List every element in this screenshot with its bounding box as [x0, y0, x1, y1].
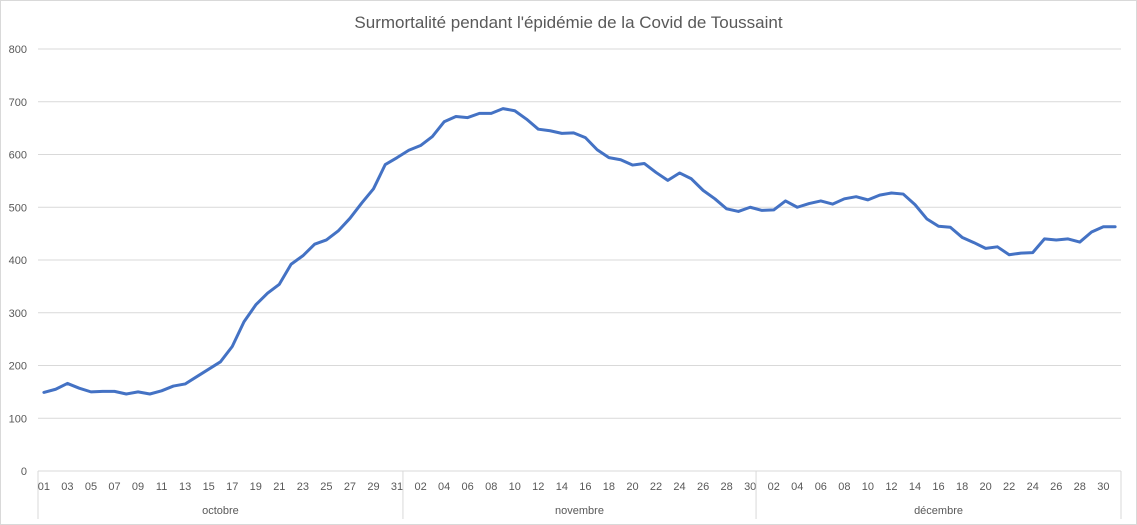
x-tick-label: 31	[391, 481, 403, 493]
gridlines	[38, 48, 1121, 419]
x-tick-label: 08	[485, 481, 497, 493]
x-tick-label: 28	[721, 481, 733, 493]
series-line	[42, 107, 1117, 396]
x-tick-label: 07	[108, 481, 120, 493]
x-tick-label: 06	[815, 481, 827, 493]
x-tick-label: 21	[273, 481, 285, 493]
x-tick-label: 02	[414, 481, 426, 493]
x-tick-label: 10	[509, 481, 521, 493]
y-axis-tick-labels: 0 100 200 300 400 500 600 700 800	[9, 44, 27, 478]
y-tick-label: 800	[9, 44, 27, 56]
x-tick-label: 04	[791, 481, 803, 493]
x-tick-label: 19	[250, 481, 262, 493]
month-label: octobre	[202, 505, 239, 517]
x-tick-label: 23	[297, 481, 309, 493]
x-tick-label: 17	[226, 481, 238, 493]
series-layer	[42, 107, 1117, 396]
chart-title: Surmortalité pendant l'épidémie de la Co…	[354, 13, 783, 32]
y-tick-label: 0	[21, 466, 27, 478]
x-tick-label: 06	[462, 481, 474, 493]
x-tick-label: 20	[626, 481, 638, 493]
x-tick-label: 14	[909, 481, 921, 493]
x-tick-label: 29	[367, 481, 379, 493]
x-tick-label: 18	[603, 481, 615, 493]
x-tick-label: 28	[1074, 481, 1086, 493]
x-tick-label: 04	[438, 481, 450, 493]
x-tick-label: 25	[320, 481, 332, 493]
x-tick-label: 18	[956, 481, 968, 493]
x-tick-label: 12	[532, 481, 544, 493]
x-tick-label: 15	[203, 481, 215, 493]
x-tick-label: 16	[579, 481, 591, 493]
x-tick-label: 03	[61, 481, 73, 493]
x-tick-label: 27	[344, 481, 356, 493]
x-tick-label: 13	[179, 481, 191, 493]
y-tick-label: 100	[9, 413, 27, 425]
x-tick-label: 30	[744, 481, 756, 493]
y-tick-label: 500	[9, 202, 27, 214]
month-label: novembre	[555, 505, 604, 517]
y-tick-label: 300	[9, 308, 27, 320]
y-tick-label: 600	[9, 150, 27, 162]
x-tick-label: 14	[556, 481, 568, 493]
x-tick-label: 22	[1003, 481, 1015, 493]
x-tick-label: 30	[1097, 481, 1109, 493]
x-tick-label: 24	[1027, 481, 1039, 493]
y-tick-label: 700	[9, 97, 27, 109]
x-tick-label: 10	[862, 481, 874, 493]
x-tick-label: 01	[38, 481, 50, 493]
x-axis: 01 03 05 07 09 11 13 15 17 19 21 23 25 27 29 31 octobre 0…	[37, 470, 1122, 519]
x-tick-label: 12	[885, 481, 897, 493]
x-tick-label: 08	[838, 481, 850, 493]
x-tick-label: 26	[697, 481, 709, 493]
month-label: décembre	[914, 505, 963, 517]
x-tick-label: 26	[1050, 481, 1062, 493]
x-tick-label: 02	[768, 481, 780, 493]
y-tick-label: 200	[9, 361, 27, 373]
x-tick-label: 20	[980, 481, 992, 493]
x-tick-label: 24	[673, 481, 685, 493]
x-tick-label: 11	[156, 481, 167, 493]
x-tick-label: 22	[650, 481, 662, 493]
x-tick-label: 16	[932, 481, 944, 493]
y-tick-label: 400	[9, 255, 27, 267]
x-tick-label: 09	[132, 481, 144, 493]
x-tick-label: 05	[85, 481, 97, 493]
